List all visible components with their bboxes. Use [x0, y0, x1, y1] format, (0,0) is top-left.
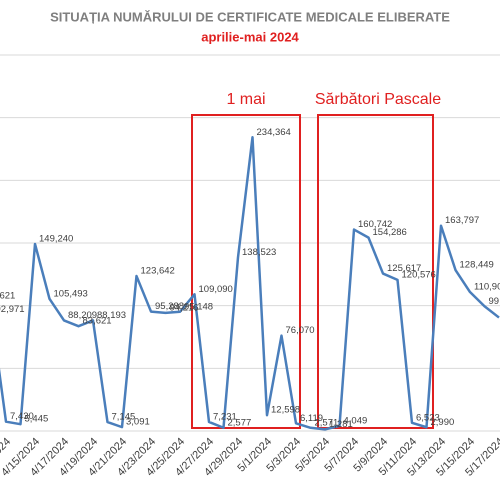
data-label: 110,903 [474, 282, 500, 293]
chart-title: SITUAȚIA NUMĂRULUI DE CERTIFICATE MEDICA… [50, 9, 450, 24]
plot: 4/13/20244/15/20244/17/20244/19/20244/21… [0, 127, 500, 479]
data-label: 83,621 [83, 316, 112, 327]
data-label: 2,990 [431, 417, 455, 428]
highlight-box [317, 114, 434, 429]
data-label: 105,493 [54, 288, 88, 299]
data-label: 128,449 [460, 260, 494, 271]
data-label: 95,288 [155, 301, 184, 312]
data-label: 160,742 [358, 219, 392, 230]
chart-subtitle: aprilie-mai 2024 [201, 29, 299, 44]
data-label: 4,049 [344, 415, 368, 426]
highlight-box [191, 114, 301, 429]
data-label: 99,534 [489, 296, 500, 307]
data-label: 12,598 [271, 405, 300, 416]
data-label: 88,193 [97, 310, 126, 321]
data-label: 154,286 [373, 227, 407, 238]
data-label: 234,364 [257, 127, 291, 138]
data-label: 6,119 [300, 413, 323, 424]
data-label: 76,070 [286, 325, 315, 336]
data-label: 92,971 [0, 304, 25, 315]
data-label: 7,145 [112, 412, 136, 423]
data-label: 94,216 [170, 302, 199, 313]
data-label: 125,617 [387, 263, 421, 274]
data-label: 103,621 [0, 291, 15, 302]
data-label: 3,091 [126, 417, 150, 428]
data-label: 1,281 [329, 419, 353, 430]
data-label: 2,577 [228, 417, 252, 428]
data-label: 6,523 [416, 412, 440, 423]
annotation: 1 mai [226, 91, 265, 108]
annotation: Sărbători Pascale [315, 91, 441, 108]
grid [0, 54, 500, 432]
data-label: 7,430 [10, 411, 34, 422]
data-label: 88,209 [68, 310, 97, 321]
data-label: 120,576 [402, 269, 436, 280]
data-line [0, 136, 500, 431]
data-label: 5,445 [25, 414, 49, 425]
data-label: 109,090 [199, 284, 233, 295]
data-label: 163,797 [445, 215, 479, 226]
data-label: 95,148 [184, 301, 213, 312]
data-label: 2,571 [315, 417, 339, 428]
data-label: 149,240 [39, 233, 73, 244]
data-label: 123,642 [141, 266, 175, 277]
data-label: 138,523 [242, 247, 276, 258]
data-label: 7,231 [213, 411, 237, 422]
